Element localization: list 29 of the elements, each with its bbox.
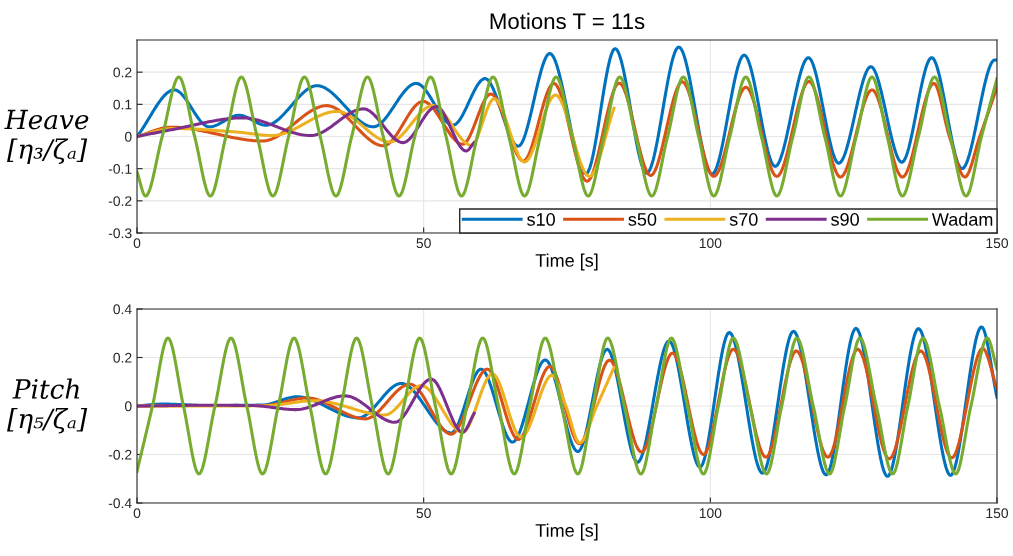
legend-label: s50 [628, 213, 657, 226]
y-tick-label: -0.4 [108, 498, 132, 509]
x-tick-label: 0 [133, 508, 141, 519]
y-tick-label: 0.4 [113, 304, 132, 315]
x-tick-label: 100 [699, 508, 722, 519]
x-tick-label: 100 [699, 238, 722, 249]
y-tick-label: 0.1 [113, 99, 132, 110]
legend-label: s90 [831, 213, 859, 226]
y-axis-title: Heave [η₃/ζₐ] [4, 109, 89, 165]
x-tick-label: 150 [986, 508, 1009, 519]
y-tick-label: 0.2 [113, 67, 132, 78]
chart-title: Motions T = 11s [490, 12, 645, 30]
y-tick-label: -0.3 [108, 228, 132, 239]
x-tick-label: 0 [133, 238, 141, 249]
y-tick-label: -0.2 [108, 196, 132, 206]
x-axis-title: Time [s] [535, 523, 598, 541]
y-axis-title: Pitch [η₅/ζₐ] [7, 378, 88, 434]
y-tick-label: 0 [124, 131, 132, 142]
x-tick-label: 50 [416, 238, 431, 249]
legend-label: s70 [729, 213, 758, 226]
x-tick-label: 50 [416, 508, 431, 519]
y-tick-label: -0.2 [108, 449, 132, 460]
legend-label: Wadam [931, 212, 993, 226]
legend-label: s10 [527, 213, 555, 226]
y-tick-label: 0 [124, 401, 132, 412]
y-tick-label: -0.1 [108, 164, 132, 174]
y-tick-label: 0.2 [113, 352, 132, 363]
x-tick-label: 150 [986, 238, 1009, 249]
x-axis-title: Time [s] [535, 253, 598, 271]
